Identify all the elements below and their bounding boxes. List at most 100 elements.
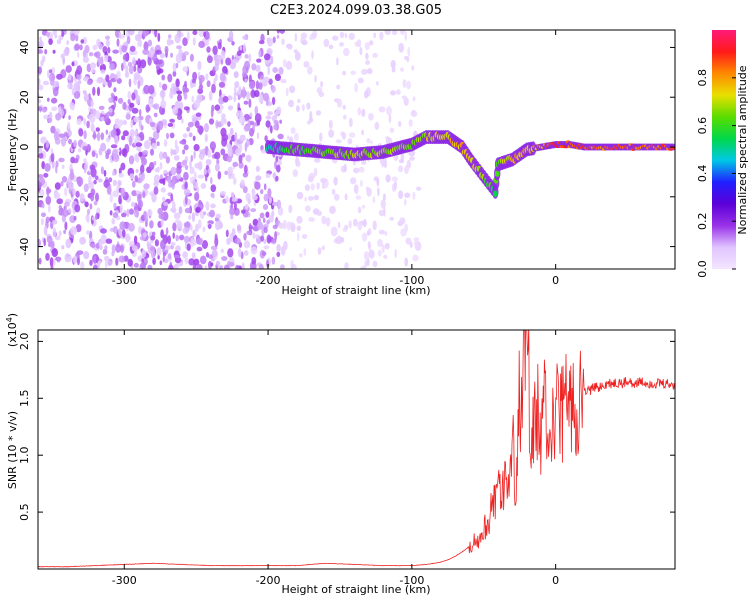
- noise-point: [242, 65, 247, 75]
- noise-point: [344, 224, 349, 230]
- noise-point: [169, 132, 175, 139]
- noise-point: [233, 71, 239, 79]
- noise-point: [82, 145, 89, 151]
- noise-point: [316, 210, 322, 216]
- noise-point: [361, 204, 366, 209]
- noise-point: [384, 231, 388, 237]
- noise-point: [44, 163, 51, 172]
- noise-point: [104, 245, 108, 251]
- noise-point: [82, 56, 89, 63]
- noise-point: [411, 109, 416, 116]
- noise-point: [201, 240, 208, 249]
- noise-point: [275, 175, 279, 181]
- noise-point: [250, 208, 257, 213]
- noise-point: [219, 191, 226, 196]
- noise-point: [58, 157, 65, 163]
- noise-point: [344, 193, 348, 201]
- noise-point: [156, 59, 163, 65]
- x-tick-label: -300: [112, 574, 137, 587]
- noise-point: [185, 195, 188, 205]
- noise-point: [249, 127, 254, 137]
- noise-point: [335, 139, 342, 144]
- noise-point: [45, 31, 51, 37]
- noise-point: [43, 225, 48, 236]
- noise-point: [202, 226, 206, 232]
- noise-point: [214, 59, 220, 66]
- noise-point: [292, 169, 299, 178]
- noise-point: [182, 87, 190, 93]
- noise-point: [150, 235, 156, 241]
- noise-point: [90, 99, 94, 108]
- noise-point: [60, 53, 65, 59]
- noise-point: [348, 132, 356, 138]
- noise-point: [389, 127, 395, 133]
- noise-point: [382, 158, 386, 165]
- noise-point: [255, 175, 262, 181]
- noise-point: [172, 70, 177, 77]
- noise-point: [245, 154, 252, 162]
- noise-point: [143, 84, 150, 94]
- noise-point: [76, 250, 84, 256]
- noise-point: [191, 95, 195, 103]
- noise-point: [339, 42, 344, 47]
- snr-frame: [37, 329, 676, 570]
- chart-title: C2E3.2024.099.03.38.G05: [270, 3, 442, 18]
- noise-point: [205, 175, 208, 182]
- noise-point: [73, 215, 77, 221]
- noise-point: [167, 235, 171, 245]
- noise-point: [187, 31, 190, 41]
- noise-point: [53, 131, 60, 141]
- noise-point: [73, 139, 78, 148]
- noise-point: [104, 260, 108, 269]
- noise-point: [254, 181, 261, 190]
- noise-point: [115, 243, 121, 253]
- noise-point: [38, 84, 44, 91]
- noise-point: [342, 70, 347, 76]
- noise-point: [230, 191, 235, 198]
- noise-point: [142, 149, 149, 156]
- noise-point: [394, 248, 397, 259]
- noise-point: [215, 73, 218, 82]
- noise-point: [211, 249, 218, 258]
- x-tick-label: -300: [112, 274, 137, 287]
- noise-point: [154, 239, 159, 247]
- noise-point: [286, 221, 292, 231]
- noise-point: [118, 167, 122, 175]
- noise-point: [297, 232, 300, 242]
- colorbar: 0.0 0.2 0.4 0.6 0.8 Normalized spectral ampl…: [696, 30, 749, 278]
- noise-point: [222, 96, 229, 103]
- noise-point: [303, 61, 310, 68]
- noise-point: [61, 31, 65, 37]
- noise-point: [39, 188, 45, 198]
- noise-point: [105, 129, 109, 135]
- noise-point: [290, 263, 297, 269]
- noise-point: [221, 256, 228, 261]
- noise-point: [144, 216, 149, 223]
- noise-point: [192, 229, 197, 238]
- noise-point: [200, 183, 207, 189]
- noise-point: [73, 81, 81, 92]
- noise-point: [65, 65, 72, 73]
- noise-point: [50, 263, 54, 269]
- noise-point: [288, 204, 293, 214]
- noise-point: [160, 229, 164, 239]
- noise-point: [208, 118, 215, 125]
- noise-point: [306, 102, 311, 110]
- noise-point: [64, 187, 68, 197]
- noise-point: [204, 123, 209, 133]
- noise-point: [115, 257, 119, 266]
- noise-point: [131, 92, 136, 101]
- noise-point: [336, 57, 339, 66]
- noise-point: [390, 90, 396, 96]
- noise-point: [263, 238, 267, 244]
- noise-point: [38, 181, 43, 189]
- noise-point: [376, 177, 380, 187]
- noise-point: [91, 216, 96, 221]
- noise-point: [151, 231, 156, 236]
- noise-point: [256, 221, 263, 230]
- noise-point: [379, 31, 384, 41]
- noise-point: [398, 159, 405, 164]
- noise-point: [142, 232, 147, 238]
- noise-point: [227, 95, 233, 101]
